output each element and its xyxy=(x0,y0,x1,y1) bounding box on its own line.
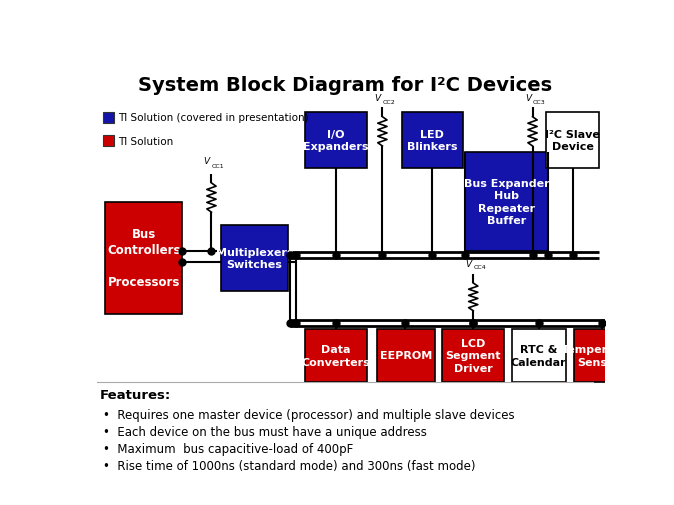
Text: Bus Expander
Hub
Repeater
Buffer: Bus Expander Hub Repeater Buffer xyxy=(464,178,549,226)
Text: RTC &
Calendar: RTC & Calendar xyxy=(511,344,567,367)
Text: LED
Blinkers: LED Blinkers xyxy=(407,129,458,152)
FancyBboxPatch shape xyxy=(377,330,435,382)
FancyBboxPatch shape xyxy=(105,203,182,314)
Text: Data
Converters: Data Converters xyxy=(302,344,371,367)
FancyBboxPatch shape xyxy=(547,113,599,168)
Text: I²C Slave
Device: I²C Slave Device xyxy=(545,129,600,152)
Text: Multiplexers
Switches: Multiplexers Switches xyxy=(216,247,293,270)
FancyBboxPatch shape xyxy=(442,330,504,382)
FancyBboxPatch shape xyxy=(103,113,114,124)
Text: CC1: CC1 xyxy=(212,163,224,168)
Text: •  Requires one master device (processor) and multiple slave devices: • Requires one master device (processor)… xyxy=(103,408,514,421)
FancyBboxPatch shape xyxy=(220,226,288,291)
Text: Bus
Controllers

Processors: Bus Controllers Processors xyxy=(107,228,181,289)
FancyBboxPatch shape xyxy=(103,136,114,146)
Text: TI Solution: TI Solution xyxy=(118,136,173,146)
Text: •  Rise time of 1000ns (standard mode) and 300ns (fast mode): • Rise time of 1000ns (standard mode) an… xyxy=(103,459,475,472)
FancyBboxPatch shape xyxy=(465,153,548,251)
Text: LCD
Segment
Driver: LCD Segment Driver xyxy=(446,338,501,373)
Text: CC4: CC4 xyxy=(473,265,486,270)
Text: V: V xyxy=(466,259,472,268)
Text: I/O
Expanders: I/O Expanders xyxy=(303,129,369,152)
Text: Features:: Features: xyxy=(100,388,171,401)
Text: •  Each device on the bus must have a unique address: • Each device on the bus must have a uni… xyxy=(103,425,427,438)
Text: V: V xyxy=(375,94,381,103)
FancyBboxPatch shape xyxy=(305,113,367,168)
Text: •  Maximum  bus capacitive-load of 400pF: • Maximum bus capacitive-load of 400pF xyxy=(103,442,353,454)
Text: TI Solution (covered in presentation): TI Solution (covered in presentation) xyxy=(118,113,309,123)
Text: CC2: CC2 xyxy=(382,99,395,105)
FancyBboxPatch shape xyxy=(402,113,463,168)
Text: CC3: CC3 xyxy=(532,99,545,105)
FancyBboxPatch shape xyxy=(512,330,565,382)
Text: V: V xyxy=(525,94,531,103)
FancyBboxPatch shape xyxy=(305,330,367,382)
Text: System Block Diagram for I²C Devices: System Block Diagram for I²C Devices xyxy=(138,76,553,95)
Text: V: V xyxy=(204,157,210,166)
FancyBboxPatch shape xyxy=(574,330,630,382)
Text: EEPROM: EEPROM xyxy=(379,350,432,361)
Text: Temperature
Sensors: Temperature Sensors xyxy=(562,344,642,367)
